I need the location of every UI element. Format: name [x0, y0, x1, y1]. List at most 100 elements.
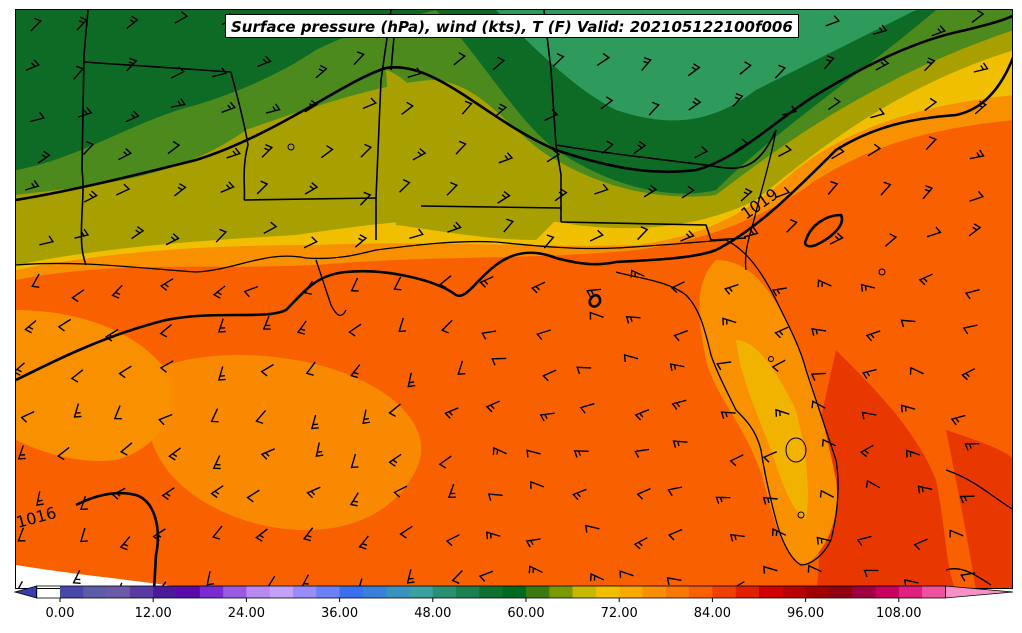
wind-barb: [126, 15, 139, 30]
wind-barb: [870, 107, 885, 119]
wind-barb: [861, 411, 877, 420]
wind-barb: [586, 288, 602, 298]
colorbar-cell: [106, 586, 131, 598]
wind-barb: [596, 53, 611, 66]
wind-barb: [969, 190, 985, 202]
wind-barb: [498, 152, 514, 164]
wind-barb: [688, 97, 702, 111]
colorbar-cell: [526, 586, 550, 598]
wind-barb: [73, 65, 85, 80]
colorbar-cell: [619, 586, 643, 598]
wind-barb: [37, 150, 51, 164]
wind-barb: [320, 145, 334, 159]
wind-barb: [152, 528, 166, 542]
wind-barb: [530, 281, 546, 294]
wind-barb: [246, 489, 260, 503]
wind-barb: [546, 149, 561, 163]
wind-barb: [159, 278, 174, 291]
colorbar-cell: [898, 586, 923, 598]
wind-barb: [393, 485, 408, 498]
wind-barb: [210, 408, 219, 423]
wind-barb: [165, 233, 180, 246]
wind-barb: [39, 235, 55, 246]
wind-barb: [589, 311, 604, 320]
wind-barb: [762, 496, 778, 505]
wind-barb: [302, 527, 314, 542]
wind-barb: [73, 403, 82, 418]
wind-barb: [716, 361, 732, 371]
wind-barb: [168, 447, 182, 461]
wind-barb: [931, 25, 946, 37]
wind-barb: [743, 227, 759, 238]
wind-barb: [348, 323, 362, 337]
colorbar-cells: [13, 585, 1014, 599]
wind-barb: [924, 57, 936, 72]
wind-barb: [775, 408, 790, 417]
wind-barb: [412, 148, 427, 161]
wind-barb: [900, 404, 916, 413]
wind-barb: [594, 183, 609, 195]
wind-barb: [131, 226, 145, 240]
wind-barb: [863, 569, 879, 578]
wind-barb: [817, 279, 832, 288]
wind-barb: [24, 180, 40, 191]
wind-barb: [406, 569, 415, 584]
wind-barb: [630, 269, 645, 278]
colorbar-cell: [805, 586, 830, 598]
wind-barb: [807, 564, 822, 573]
wind-barb: [724, 283, 739, 295]
wind-barb: [486, 531, 501, 540]
wind-barb: [445, 534, 460, 547]
wind-barb: [210, 485, 224, 499]
wind-barb: [315, 64, 328, 79]
wind-barb: [528, 565, 543, 574]
wind-barb: [119, 442, 133, 456]
wind-barb: [167, 140, 181, 155]
temperature-map: 1019 1016: [16, 10, 1012, 588]
wind-barb: [542, 369, 557, 382]
wind-barb: [782, 105, 797, 116]
wind-barb: [589, 229, 604, 242]
wind-barb: [305, 361, 316, 376]
temperature-colorbar: 0.00 12.00 24.00 36.00 48.00 60.00 72.00 84.00 9…: [13, 585, 1014, 621]
wind-barb: [875, 58, 890, 71]
colorbar-cell: [735, 586, 760, 598]
colorbar-cell: [689, 586, 713, 598]
colorbar-cell: [479, 586, 504, 598]
wind-barb: [303, 236, 318, 249]
wind-barb: [669, 363, 685, 372]
wind-barb: [497, 190, 511, 204]
wind-barb: [576, 366, 592, 375]
wind-barb: [867, 143, 882, 157]
wind-barb: [70, 369, 84, 383]
wind-barb: [680, 230, 695, 242]
wind-barb: [485, 400, 500, 413]
wind-barb: [261, 144, 274, 158]
wind-barb: [860, 283, 876, 292]
wind-barb: [438, 275, 452, 289]
wind-barb: [925, 136, 938, 151]
wind-barb: [973, 62, 989, 73]
wind-barb: [552, 52, 565, 67]
wind-barb: [438, 455, 452, 469]
wind-barb: [255, 410, 267, 425]
wind-barb: [296, 320, 307, 335]
colorbar-cell: [362, 586, 387, 598]
colorbar-tick-label: 48.00: [414, 606, 451, 621]
wind-barb: [762, 450, 778, 463]
colorbar-tick-label: 24.00: [228, 606, 265, 621]
wind-barb: [672, 440, 688, 448]
wind-barb: [263, 221, 278, 235]
wind-barb: [637, 226, 649, 241]
wind-barb: [648, 101, 660, 116]
wind-barb: [872, 24, 888, 35]
wind-barb: [909, 366, 924, 375]
colorbar-cell: [712, 586, 737, 598]
wind-barb: [388, 453, 402, 467]
wind-barb: [827, 180, 839, 195]
wind-barb: [217, 366, 226, 381]
wind-barb: [634, 448, 650, 458]
wind-barb: [401, 101, 414, 115]
colorbar-tick-label: 12.00: [135, 606, 172, 621]
wind-barb: [36, 491, 44, 506]
